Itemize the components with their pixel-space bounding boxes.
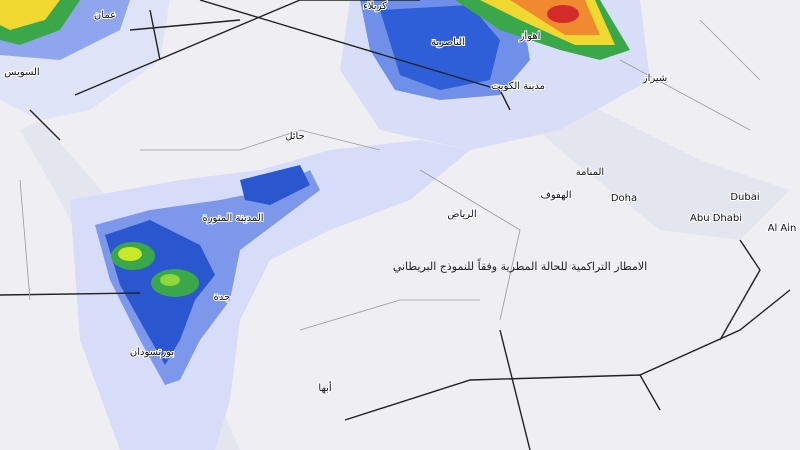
precip-heavy bbox=[380, 5, 500, 90]
border bbox=[344, 239, 791, 450]
place-label: عمان bbox=[94, 10, 116, 21]
place-label: المنامة bbox=[576, 167, 604, 178]
precip-yellow bbox=[0, 0, 60, 30]
precip-yellow bbox=[160, 274, 180, 286]
place-label: مدينة الكويت bbox=[491, 81, 545, 92]
precip-red bbox=[547, 5, 579, 23]
place-label: Abu Dhabi bbox=[690, 213, 742, 224]
place-label: Al Ain bbox=[768, 223, 797, 234]
place-label: Doha bbox=[611, 193, 637, 204]
place-label: اهواز bbox=[519, 31, 541, 42]
place-label: حائل bbox=[285, 131, 305, 142]
precip-yellow bbox=[118, 247, 142, 261]
place-label: كربلاء bbox=[363, 1, 387, 12]
place-label: أبها bbox=[318, 381, 331, 394]
place-label: الناصرية bbox=[431, 37, 465, 48]
place-label: الهفوف bbox=[540, 190, 571, 201]
place-label: شيراز bbox=[642, 73, 668, 84]
region-line bbox=[19, 19, 761, 331]
precip-heavy bbox=[240, 165, 310, 205]
border bbox=[0, 0, 511, 296]
place-label: Dubai bbox=[730, 192, 759, 203]
place-label: السويس bbox=[4, 67, 39, 78]
place-label: المدينة المنورة bbox=[202, 213, 263, 224]
place-label: بورتسودان bbox=[130, 347, 174, 358]
place-label: الرياض bbox=[447, 209, 476, 220]
place-label: جدة bbox=[214, 292, 231, 303]
map-caption: الامطار التراكمية للحالة المطرية وفقاً ل… bbox=[393, 258, 647, 273]
